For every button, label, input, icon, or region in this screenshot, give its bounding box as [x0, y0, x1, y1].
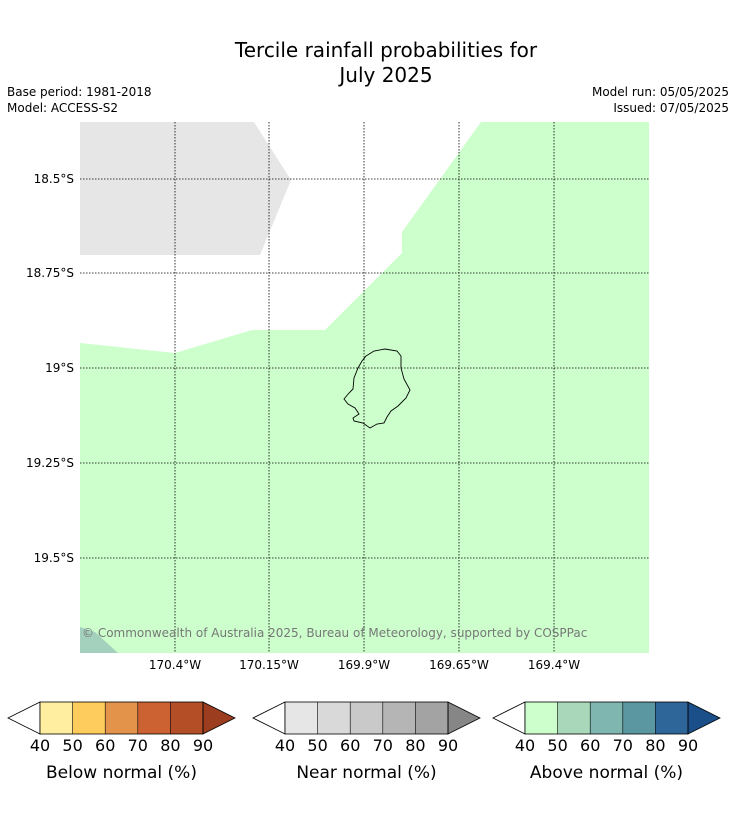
above-normal-region [80, 122, 649, 653]
colorbar-tick-label: 80 [645, 736, 665, 755]
colorbar-swatch [557, 702, 591, 734]
colorbar-label: Near normal (%) [296, 763, 436, 783]
colorbar-swatch [317, 702, 351, 734]
colorbar-tick-label: 40 [515, 736, 535, 755]
colorbar-tick-label: 60 [580, 736, 600, 755]
colorbar-tick-label: 70 [128, 736, 148, 755]
colorbar-tick-label: 70 [613, 736, 633, 755]
colorbar-tick-label: 80 [160, 736, 180, 755]
model-run-text: Model run: 05/05/2025 [591, 85, 729, 99]
colorbar-max-extend [202, 701, 236, 735]
colorbar-outline [39, 701, 204, 735]
colorbar-swatch [105, 702, 138, 734]
lat-label: 18.75°S [26, 266, 74, 280]
colorbar-min-extend [7, 701, 41, 735]
colorbar-max-extend [447, 701, 481, 735]
colorbar-tick-label: 50 [547, 736, 567, 755]
colorbar-tick-label: 80 [405, 736, 425, 755]
colorbar-max-extend [687, 701, 721, 735]
colorbar-min-extend [492, 701, 526, 735]
meta-right: Model run: 05/05/2025 Issued: 07/05/2025 [592, 84, 729, 116]
colorbar-label: Above normal (%) [530, 763, 683, 783]
colorbar-tick-label: 50 [307, 736, 327, 755]
colorbar-swatch [382, 702, 416, 734]
colorbar-outline [284, 701, 449, 735]
island-outline [343, 348, 411, 429]
colorbar-tick-label: 90 [438, 736, 458, 755]
colorbar-tick-label: 40 [30, 736, 50, 755]
colorbar-tick-label: 60 [340, 736, 360, 755]
latitude-labels: 18.5°S 18.75°S 19°S 19.25°S 19.5°S [26, 172, 74, 565]
colorbar-swatch [72, 702, 106, 734]
colorbar-swatch [40, 702, 73, 734]
colorbar-swatch [137, 702, 171, 734]
above-normal-60-region [80, 627, 118, 653]
colorbar-swatch [525, 702, 558, 734]
colorbar-swatch [170, 702, 203, 734]
gridlines [80, 122, 649, 653]
page-title: Tercile rainfall probabilities for July … [0, 38, 736, 88]
near-normal-region [80, 122, 291, 255]
colorbar-tick-label: 40 [275, 736, 295, 755]
lat-label: 19.25°S [26, 456, 74, 470]
lat-label: 18.5°S [34, 172, 74, 186]
colorbar-tick-label: 90 [678, 736, 698, 755]
colorbar-swatch [655, 702, 688, 734]
lat-label: 19°S [45, 361, 74, 375]
meta-left: Base period: 1981-2018 Model: ACCESS-S2 [7, 84, 152, 116]
colorbar-swatch [285, 702, 318, 734]
model-text: Model: ACCESS-S2 [7, 101, 119, 115]
lon-label: 170.4°W [149, 658, 201, 672]
colorbar-swatch [350, 702, 383, 734]
colorbar-swatch [622, 702, 656, 734]
colorbar-tick-label: 50 [62, 736, 82, 755]
colorbar-above: 40 50 60 70 80 90 Above normal (%) [492, 701, 721, 783]
colorbar-swatch [415, 702, 448, 734]
title-line-1: Tercile rainfall probabilities for [234, 38, 538, 62]
copyright-text: © Commonwealth of Australia 2025, Bureau… [82, 626, 587, 640]
lon-label: 169.9°W [338, 658, 390, 672]
colorbar-tick-label: 60 [95, 736, 115, 755]
title-line-2: July 2025 [339, 63, 433, 87]
map-panel: 18.5°S 18.75°S 19°S 19.25°S 19.5°S 170.4… [26, 122, 649, 672]
lon-label: 169.4°W [528, 658, 580, 672]
longitude-labels: 170.4°W 170.15°W 169.9°W 169.65°W 169.4°… [149, 658, 580, 672]
base-period-text: Base period: 1981-2018 [7, 85, 152, 99]
colorbar-swatch [590, 702, 623, 734]
issued-text: Issued: 07/05/2025 [613, 101, 729, 115]
colorbar-label: Below normal (%) [46, 763, 197, 783]
colorbar-tick-label: 70 [373, 736, 393, 755]
lon-label: 169.65°W [429, 658, 489, 672]
colorbar-below: 40 50 60 70 80 90 Below normal (%) [7, 701, 236, 783]
colorbar-min-extend [252, 701, 286, 735]
lon-label: 170.15°W [239, 658, 299, 672]
lat-label: 19.5°S [34, 551, 74, 565]
colorbar-tick-label: 90 [193, 736, 213, 755]
colorbar-outline [524, 701, 689, 735]
